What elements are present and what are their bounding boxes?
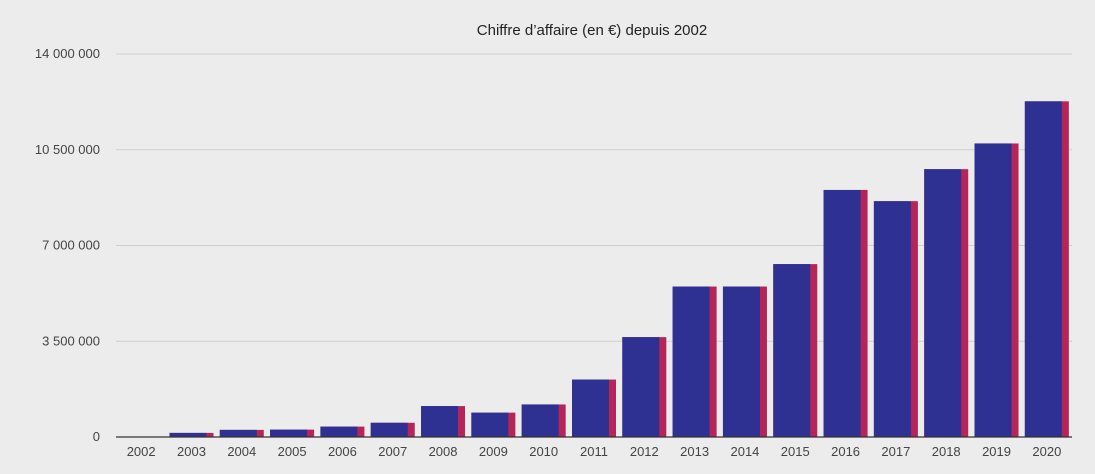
- bar-series-1: [421, 406, 459, 437]
- y-tick-label: 14 000 000: [35, 46, 100, 61]
- bar-series-1: [471, 412, 509, 437]
- x-tick-label: 2014: [730, 444, 759, 459]
- x-tick-label: 2017: [881, 444, 910, 459]
- x-axis-tick-labels: 2002 2003 2004 2005 2006 2007 2008 2009 2010 2011…: [127, 444, 1062, 459]
- bar-series-1: [219, 429, 257, 437]
- bar-series-1: [974, 143, 1012, 437]
- bar-series-1: [672, 286, 710, 437]
- x-tick-label: 2018: [932, 444, 961, 459]
- bar-series-1: [873, 201, 911, 437]
- x-tick-label: 2004: [227, 444, 256, 459]
- bar-series-1: [924, 169, 962, 437]
- x-tick-label: 2013: [680, 444, 709, 459]
- bar-series-1: [320, 426, 358, 437]
- bar-series-1: [773, 264, 811, 437]
- x-tick-label: 2011: [580, 444, 608, 459]
- x-tick-label: 2007: [378, 444, 407, 459]
- x-tick-label: 2020: [1032, 444, 1061, 459]
- chart-title: Chiffre d’affaire (en €) depuis 2002: [477, 22, 707, 39]
- x-tick-label: 2006: [328, 444, 357, 459]
- y-tick-label: 10 500 000: [35, 142, 100, 157]
- bars: [169, 101, 1069, 438]
- x-tick-label: 2009: [479, 444, 508, 459]
- x-tick-label: 2008: [429, 444, 458, 459]
- bar-series-1: [823, 189, 861, 437]
- x-tick-label: 2002: [127, 444, 156, 459]
- bar-series-1: [722, 286, 760, 437]
- x-tick-label: 2005: [278, 444, 307, 459]
- bar-series-1: [169, 432, 207, 437]
- x-tick-label: 2019: [982, 444, 1011, 459]
- y-tick-label: 7 000 000: [42, 238, 100, 253]
- bar-series-1: [622, 337, 660, 437]
- bar-series-1: [270, 429, 308, 437]
- bar-series-1: [572, 379, 609, 437]
- bar-series-1: [370, 422, 408, 437]
- x-tick-label: 2003: [177, 444, 206, 459]
- y-tick-label: 0: [93, 429, 100, 444]
- y-axis-tick-labels: 0 3 500 000 7 000 000 10 500 000 14 000 000: [35, 46, 100, 444]
- x-tick-label: 2010: [529, 444, 558, 459]
- x-tick-label: 2012: [630, 444, 659, 459]
- x-tick-label: 2015: [781, 444, 810, 459]
- bar-series-1: [521, 404, 559, 437]
- x-tick-label: 2016: [831, 444, 860, 459]
- bar-series-1: [1024, 101, 1062, 438]
- y-tick-label: 3 500 000: [42, 333, 100, 348]
